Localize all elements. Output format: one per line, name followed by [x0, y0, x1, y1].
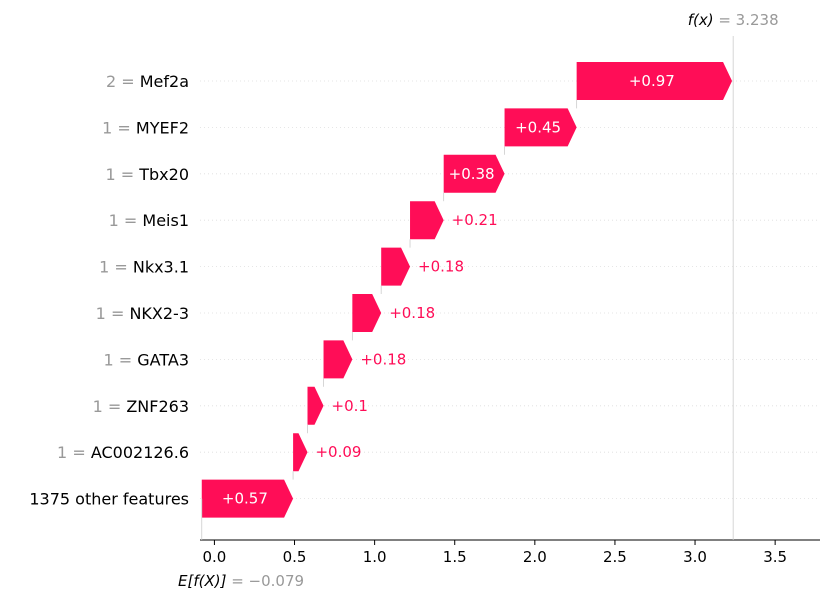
feature-label: 1375 other features — [29, 490, 189, 509]
fx-annotation: f(x) = 3.238 — [688, 11, 779, 29]
feature-name: AC002126.6 — [91, 443, 189, 462]
feature-name: ZNF263 — [126, 397, 189, 416]
x-tick-label: 1.5 — [443, 548, 467, 566]
feature-value: 1 = — [99, 258, 133, 277]
feature-label: 2 = Mef2a — [106, 72, 189, 91]
bar-nkx3.1 — [381, 247, 411, 286]
feature-label: 1 = NKX2-3 — [96, 304, 189, 323]
feature-value: 1 = — [93, 397, 127, 416]
bar-myef2 — [504, 108, 577, 147]
x-axis: 0.0 0.5 1.0 1.5 2.0 2.5 3.0 3.5 — [200, 539, 820, 566]
feature-label: 1 = GATA3 — [103, 350, 189, 369]
bar-value-label: +0.18 — [418, 258, 464, 276]
x-tick-label: 1.0 — [363, 548, 387, 566]
feature-value: 1 = — [109, 211, 143, 230]
fx-value: = 3.238 — [718, 11, 778, 29]
bar-meis1 — [410, 201, 444, 240]
feature-name: Tbx20 — [138, 165, 189, 184]
feature-value: 1 = — [57, 443, 91, 462]
annotations: f(x) = 3.238 E[f(X)] = −0.079 — [178, 11, 779, 590]
x-tick-label: 0.5 — [283, 548, 307, 566]
bar-znf263 — [307, 386, 324, 425]
bar-value-label: +0.45 — [515, 118, 561, 136]
bar-gata3 — [323, 340, 353, 379]
feature-label: 1 = Meis1 — [109, 211, 189, 230]
bar-value-label: +0.09 — [315, 443, 361, 461]
feature-value: 1 = — [105, 165, 139, 184]
feature-name: MYEF2 — [136, 118, 189, 137]
feature-name: Meis1 — [142, 211, 189, 230]
x-tick-label: 2.0 — [523, 548, 547, 566]
bar-1375-other-features — [201, 479, 294, 518]
bar-value-label: +0.97 — [629, 72, 675, 90]
base-value-annotation: E[f(X)] = −0.079 — [178, 572, 304, 590]
x-tick-label: 3.0 — [683, 548, 707, 566]
ex-label: E[f(X)] — [178, 572, 231, 590]
feature-label: 1 = Nkx3.1 — [99, 258, 189, 277]
ex-value: = −0.079 — [231, 572, 304, 590]
feature-value: 1 = — [96, 304, 130, 323]
feature-name: Mef2a — [140, 72, 189, 91]
bar-group: +0.97 +0.45 +0.38 +0.21 +0.18 +0.18 +0.18 +0.1 +… — [201, 62, 733, 518]
bar-ac002126.6 — [293, 433, 308, 472]
bar-mef2a — [576, 62, 733, 100]
bar-value-label: +0.38 — [449, 165, 495, 183]
bar-value-label: +0.1 — [332, 397, 368, 415]
bar-value-label: +0.21 — [452, 211, 498, 229]
bar-nkx2-3 — [352, 294, 382, 332]
feature-value: 1 = — [102, 118, 136, 137]
feature-label: 1 = Tbx20 — [105, 165, 189, 184]
feature-name: GATA3 — [137, 350, 189, 369]
bar-value-label: +0.18 — [389, 304, 435, 322]
feature-name: 1375 other features — [29, 490, 189, 509]
feature-value: 1 = — [103, 350, 137, 369]
x-tick-label: 2.5 — [603, 548, 627, 566]
feature-label: 1 = ZNF263 — [93, 397, 189, 416]
x-tick-label: 3.5 — [763, 548, 787, 566]
feature-label: 1 = MYEF2 — [102, 118, 189, 137]
bar-value-label: +0.18 — [360, 350, 406, 368]
fx-label: f(x) — [688, 11, 719, 29]
feature-value: 2 = — [106, 72, 140, 91]
bar-value-label: +0.57 — [222, 490, 268, 508]
feature-name: NKX2-3 — [129, 304, 189, 323]
feature-name: Nkx3.1 — [133, 258, 189, 277]
feature-label: 1 = AC002126.6 — [57, 443, 189, 462]
x-tick-label: 0.0 — [202, 548, 226, 566]
bar-tbx20 — [443, 154, 505, 193]
